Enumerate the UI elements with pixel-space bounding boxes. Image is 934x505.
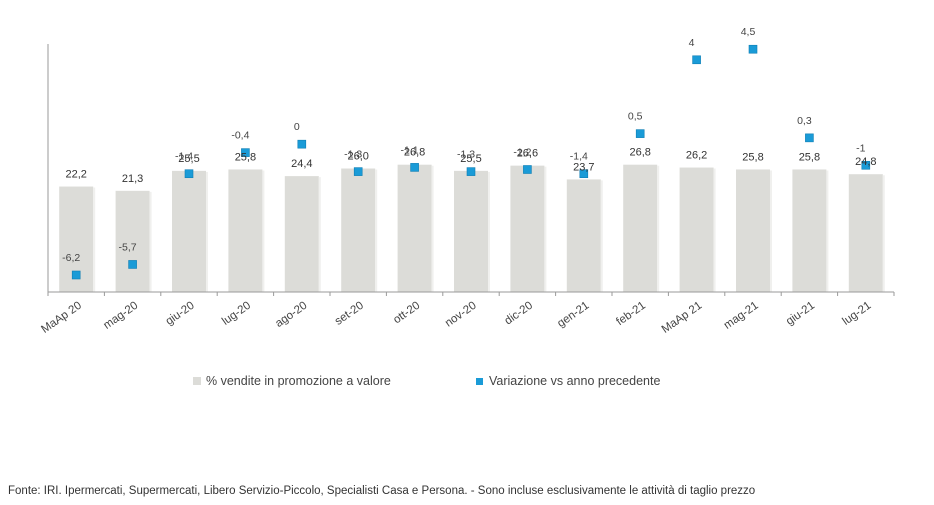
variation-marker [466, 167, 476, 176]
bar-value-label: 26,8 [629, 147, 650, 159]
bar-value-label: 26,0 [347, 151, 368, 163]
marker-value-label: 4 [689, 37, 695, 49]
bar [848, 174, 883, 292]
bar-series [59, 164, 885, 292]
bar-value-label: 26,8 [404, 147, 425, 159]
marker-value-label: -6,2 [62, 252, 80, 264]
bar [679, 167, 714, 292]
x-tick-labels: MaAp 20 mag-20 giu-20 lug-20 ago-20 set-20 ott… [39, 300, 873, 336]
bar-value-label: 25,5 [460, 153, 481, 165]
legend-item-marker: Variazione vs anno precedente [476, 374, 660, 388]
bar-value-label: 25,8 [799, 151, 820, 163]
x-tick-label: MaAp 21 [660, 300, 705, 336]
variation-marker [635, 129, 645, 138]
x-tick-label: lug-20 [220, 300, 253, 328]
legend-item-bar: % vendite in promozione a valore [193, 374, 391, 388]
legend-label-marker: Variazione vs anno precedente [489, 374, 661, 388]
x-tick-label: gen-21 [555, 300, 591, 330]
x-tick-label: giu-20 [164, 300, 197, 328]
bar [397, 164, 432, 292]
x-tick-label: feb-21 [614, 300, 648, 329]
bar [284, 176, 319, 292]
bar-value-label: 21,3 [122, 173, 143, 185]
bar [228, 169, 263, 292]
bar-value-label: 25,8 [235, 151, 256, 163]
variation-marker [71, 270, 81, 280]
bar-value-label: 22,2 [65, 169, 86, 181]
x-tick-label: mag-20 [101, 300, 140, 332]
marker-value-label: -1,3 [457, 149, 475, 161]
combo-chart: 22,2-6,221,3-5,725,5-1,4 25,8-0,424,4026,… [39, 26, 895, 336]
variation-marker [805, 133, 814, 143]
variation-marker [579, 169, 589, 179]
x-tick-label: ott-20 [391, 300, 422, 327]
marker-value-label: 0,3 [797, 115, 812, 127]
variation-marker [410, 163, 419, 172]
x-tick-label: mag-21 [722, 300, 761, 332]
bar [341, 168, 376, 292]
bar [792, 169, 827, 292]
variation-marker [692, 55, 701, 65]
variation-marker [748, 44, 758, 54]
bar [115, 190, 150, 292]
x-tick-label: nov-20 [443, 300, 479, 330]
x-tick-label: lug-21 [840, 300, 873, 328]
marker-value-label: -0,4 [231, 130, 249, 142]
x-tick-label: MaAp 20 [39, 300, 84, 336]
marker-value-label: 4,5 [741, 26, 756, 38]
marker-value-label: -5,7 [119, 241, 137, 253]
variation-marker [353, 167, 363, 176]
marker-value-label: 0 [294, 121, 300, 133]
bar [566, 179, 601, 292]
marker-value-label: 0,5 [628, 111, 643, 123]
x-tick-label: giu-21 [784, 300, 817, 328]
bar [623, 164, 658, 292]
bar [172, 170, 206, 292]
marker-series [71, 44, 871, 280]
marker-value-label: -1 [856, 142, 865, 154]
x-tick-label: ago-20 [273, 300, 309, 330]
marker-value-label: -1,4 [175, 151, 193, 163]
legend-label-bar: % vendite in promozione a valore [206, 374, 391, 388]
bar-value-label: 26,6 [517, 148, 538, 160]
variation-marker [523, 165, 532, 174]
legend: % vendite in promozione a valore Variazi… [0, 374, 934, 394]
variation-marker [297, 139, 307, 149]
source-footnote: Fonte: IRI. Ipermercati, Supermercati, L… [8, 485, 756, 497]
data-labels: 22,2-6,221,3-5,725,5-1,4 25,8-0,424,4026,… [62, 26, 876, 264]
bar [510, 165, 545, 292]
x-tick-label: set-20 [333, 300, 366, 328]
marker-value-label: -1,1 [401, 144, 419, 156]
variation-marker [128, 260, 137, 269]
x-tick-label: dic-20 [503, 300, 536, 328]
bar-value-label: 25,8 [742, 151, 763, 163]
bar-value-label: 26,2 [686, 150, 707, 162]
bar-value-label: 24,4 [291, 158, 312, 170]
bar [454, 170, 488, 292]
marker-value-label: -1,2 [513, 147, 531, 159]
bar-value-label: 23,7 [573, 161, 594, 173]
legend-swatch-bar [193, 377, 201, 385]
variation-marker [241, 148, 250, 157]
axes [47, 44, 895, 296]
bar [736, 169, 770, 292]
bar-value-label: 25,5 [178, 153, 199, 165]
bar-value-label: 24,8 [855, 156, 876, 168]
variation-marker [861, 160, 871, 170]
marker-value-label: -1,3 [344, 149, 362, 161]
marker-value-label: -1,4 [570, 151, 588, 163]
variation-marker [184, 169, 194, 179]
legend-swatch-marker [476, 377, 483, 385]
